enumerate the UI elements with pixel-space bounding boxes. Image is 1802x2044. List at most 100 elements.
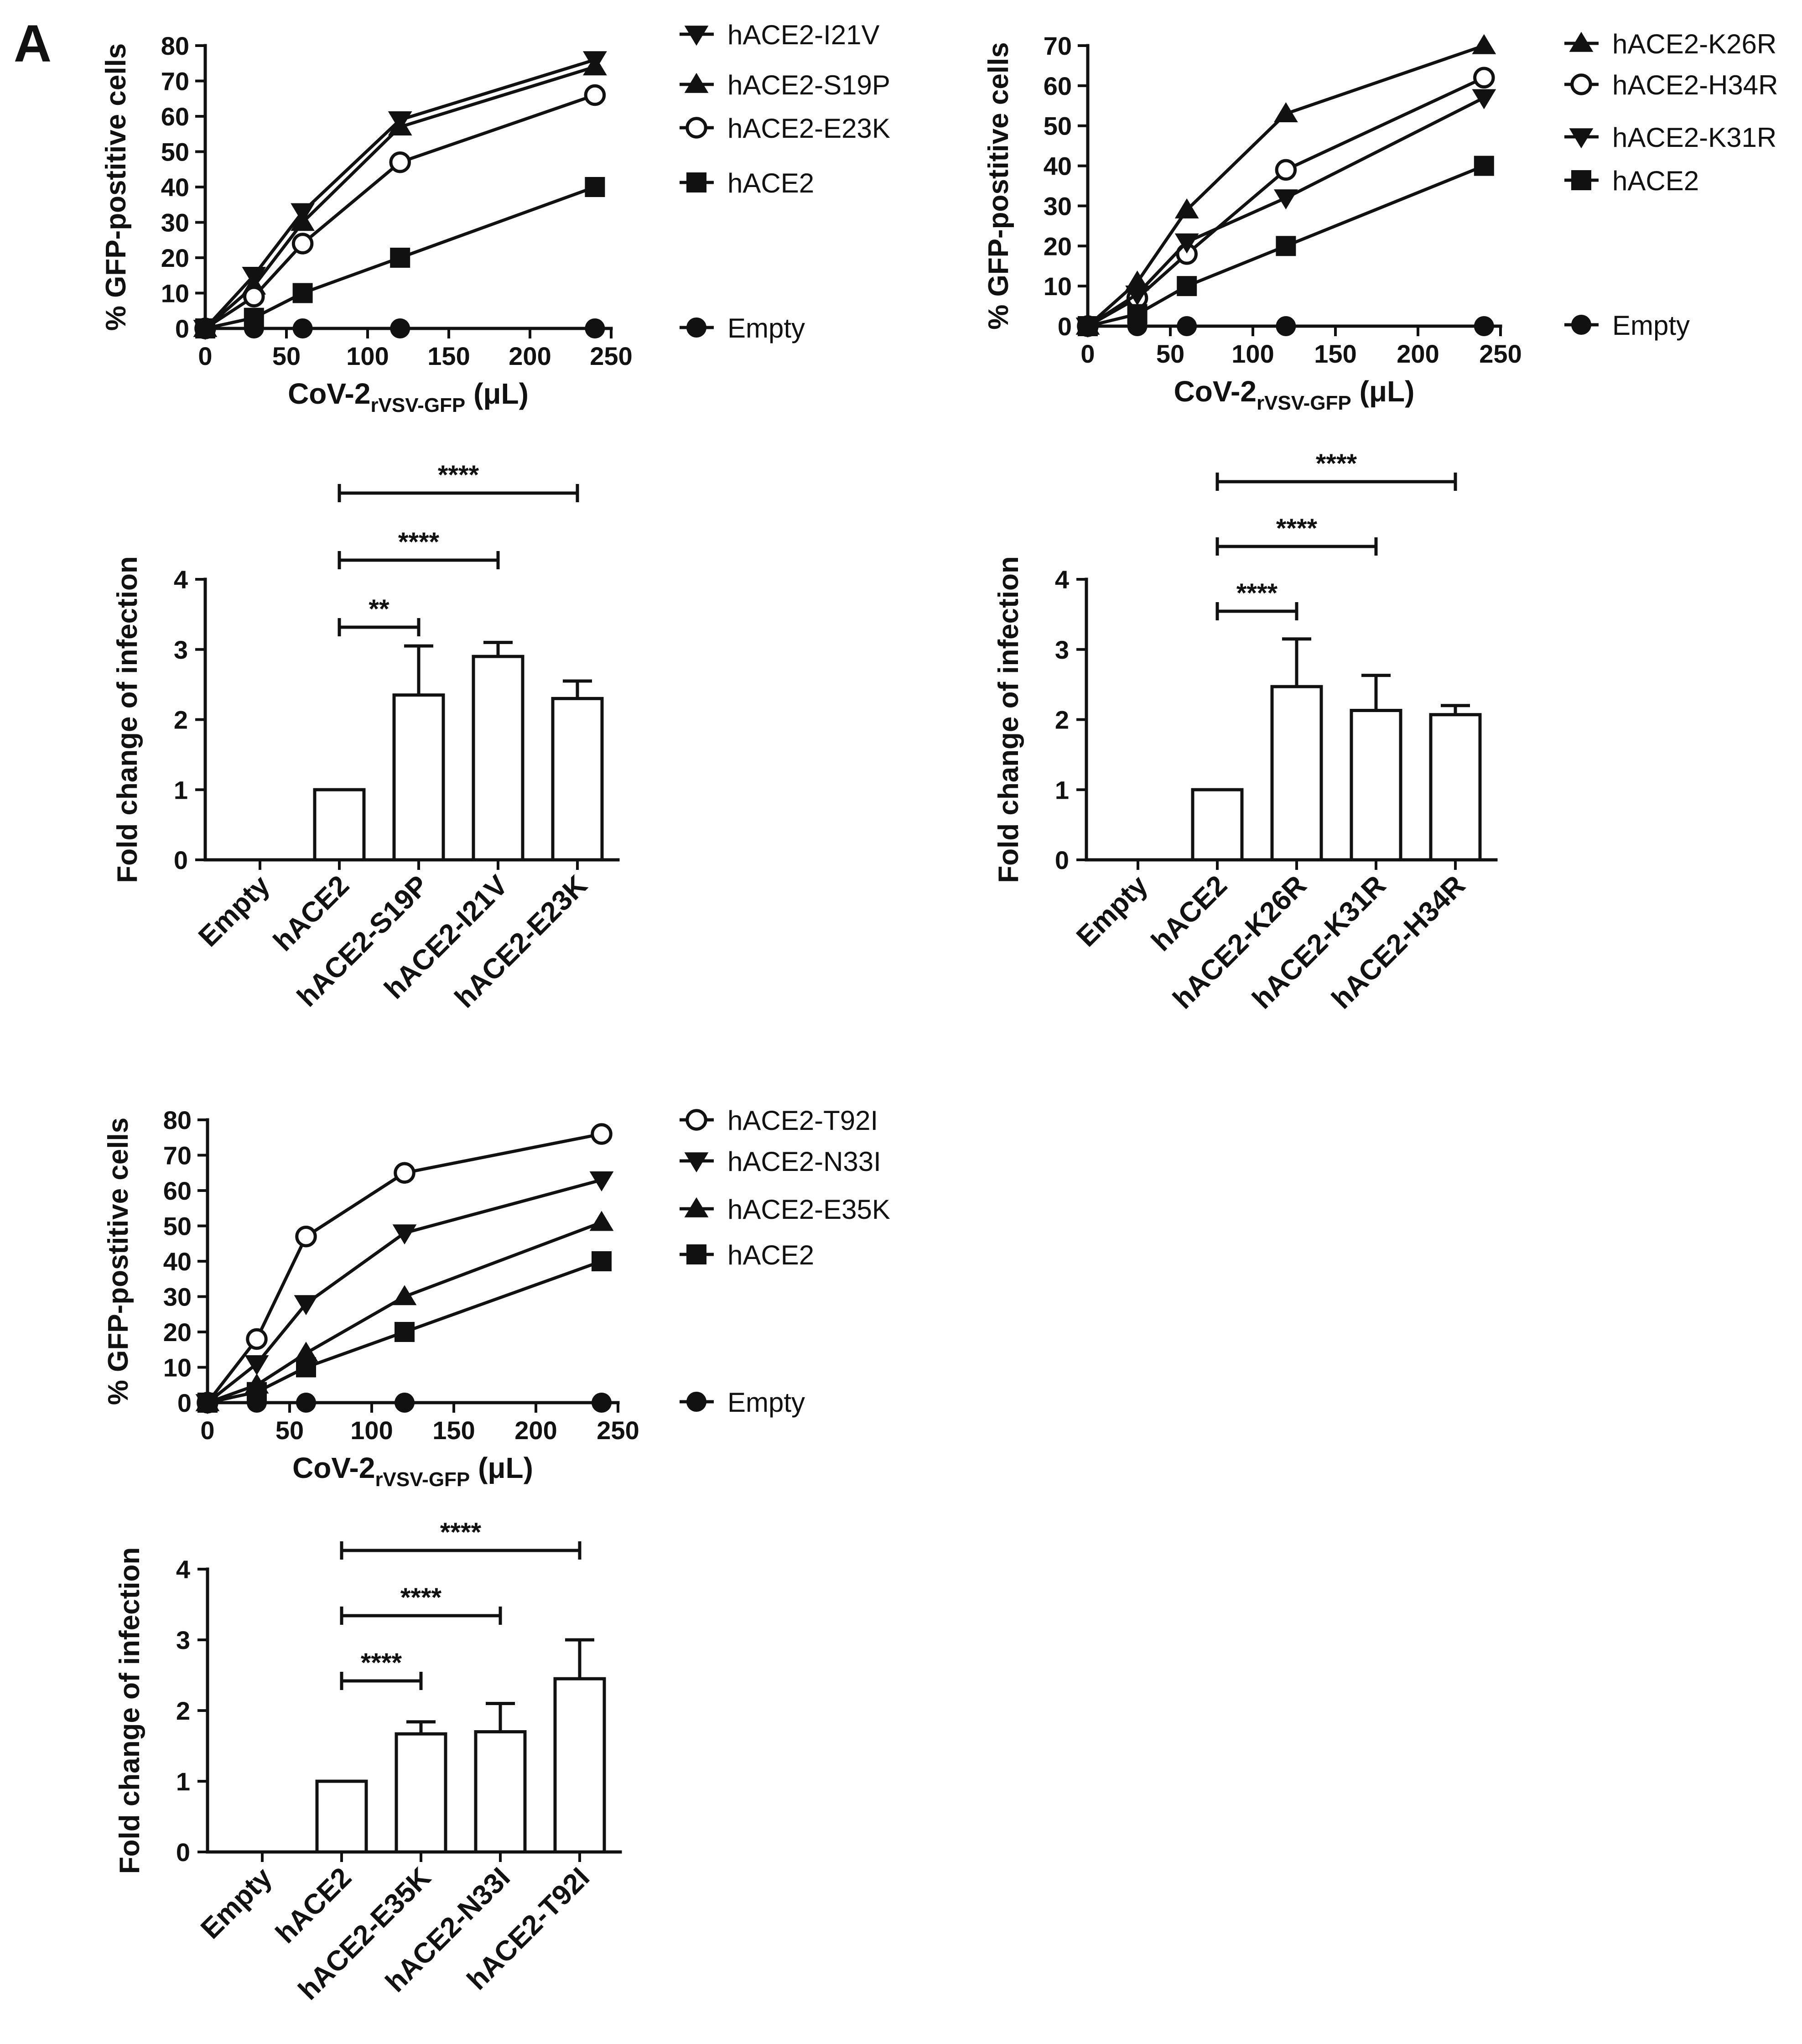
legend-label: hACE2-H34R [1612, 70, 1778, 100]
legend-label: Empty [1612, 310, 1690, 341]
data-point [1276, 236, 1296, 256]
y-tick-label: 2 [1055, 706, 1069, 734]
x-tick-label: 200 [514, 1416, 557, 1445]
data-point [1174, 233, 1199, 254]
significance-label: **** [400, 1583, 442, 1612]
x-tick-label: 150 [432, 1416, 475, 1445]
bar-hACE2-T92I [553, 1677, 606, 1854]
y-tick-label: 0 [175, 314, 189, 343]
y-tick-label: 60 [1044, 72, 1072, 100]
y-axis-label: % GFP-postitive cells [100, 43, 132, 331]
y-tick-label: 0 [177, 1389, 192, 1417]
series-Empty: Empty [1078, 310, 1690, 341]
data-point [591, 1123, 613, 1145]
data-point [1177, 316, 1197, 336]
x-tick-label: 100 [346, 342, 389, 370]
bar-hACE2-N33I [474, 1730, 527, 1854]
x-tick-label: 250 [590, 342, 632, 370]
y-tick-label: 50 [163, 1212, 192, 1241]
data-point [1127, 316, 1148, 336]
y-tick-label: 70 [1044, 31, 1072, 60]
series-hACE2: hACE2 [197, 1240, 814, 1413]
y-tick-label: 30 [163, 1283, 192, 1311]
legend-marker [1571, 315, 1591, 335]
legend-marker [1571, 170, 1591, 190]
y-tick-label: 0 [1055, 846, 1069, 874]
y-tick-label: 4 [176, 1555, 190, 1584]
data-point [1474, 156, 1494, 176]
x-tick-label: 0 [198, 342, 212, 370]
y-tick-label: 70 [161, 67, 189, 96]
y-tick-label: 50 [161, 138, 189, 166]
data-point [585, 318, 605, 338]
data-point [395, 1393, 415, 1413]
data-point [1472, 89, 1496, 109]
y-tick-label: 0 [176, 1838, 190, 1867]
y-axis-label: % GFP-postitive cells [103, 1118, 134, 1405]
series-hACE2-K26R: hACE2-K26R [1075, 29, 1776, 335]
series-line [1087, 96, 1485, 328]
data-point [1274, 102, 1298, 123]
x-tick-label: 150 [427, 342, 470, 370]
y-axis-label: Fold change of infection [112, 556, 143, 883]
data-point [1078, 316, 1098, 336]
line-chart-2: 0 10 20 30 40 50 60 70 0 50 100 150 200 250 % GFP-post… [983, 29, 1778, 414]
legend-label: hACE2-E23K [727, 113, 890, 144]
data-point [296, 1393, 316, 1413]
y-tick-label: 50 [1044, 112, 1072, 140]
data-point [197, 1393, 218, 1413]
x-tick-label: 250 [597, 1416, 639, 1445]
series-Empty: Empty [197, 1387, 805, 1418]
data-point [585, 177, 605, 197]
x-tick-label: 50 [272, 342, 301, 370]
panel-letter: A [14, 15, 52, 73]
legend-marker [684, 1152, 709, 1173]
data-point [392, 1285, 417, 1305]
bar-hACE2 [313, 788, 366, 862]
y-tick-label: 60 [161, 102, 189, 131]
y-tick-label: 40 [163, 1247, 192, 1276]
x-tick-label: 0 [200, 1416, 214, 1445]
bar-hACE2-E35K [395, 1732, 447, 1854]
bar-hACE2 [1191, 788, 1244, 862]
data-point [295, 1226, 317, 1248]
data-point [291, 233, 314, 255]
y-tick-label: 2 [176, 1696, 190, 1725]
legend-label: hACE2-S19P [727, 70, 890, 100]
data-point [1276, 316, 1296, 336]
data-point [389, 151, 411, 173]
bar-hACE2-K26R [1270, 685, 1323, 862]
significance-label: **** [1276, 514, 1318, 543]
x-tick-label: 50 [1156, 339, 1184, 368]
legend-marker [684, 73, 709, 93]
x-tick-label: 150 [1314, 339, 1356, 368]
data-point [395, 1322, 415, 1342]
data-point [1472, 34, 1496, 54]
line-chart-1: 0 10 20 30 40 50 60 70 80 0 50 100 150 200 250 % GFP-po… [100, 20, 890, 416]
y-tick-label: 20 [163, 1318, 192, 1347]
x-tick-label: Empty [1070, 869, 1154, 953]
data-point [294, 1295, 318, 1316]
legend-marker [1570, 73, 1592, 95]
bar-hACE2-H34R [1429, 713, 1482, 862]
bar-hACE2-E23K [551, 697, 604, 862]
data-point [390, 318, 410, 338]
series-line [204, 65, 596, 330]
data-point [589, 1171, 614, 1192]
x-tick-label: 250 [1479, 339, 1522, 368]
x-axis-label: CoV-2rVSV-GFP (μL) [1174, 375, 1415, 414]
legend-marker [1569, 31, 1594, 52]
legend-marker [686, 317, 706, 338]
bar-hACE2-K31R [1350, 709, 1402, 862]
data-point [247, 1393, 267, 1413]
x-tick-label: 200 [1397, 339, 1439, 368]
x-tick-label: Empty [192, 869, 276, 953]
y-tick-label: 4 [174, 565, 188, 594]
y-tick-label: 20 [1044, 232, 1072, 260]
data-point [1125, 286, 1149, 306]
y-tick-label: 30 [1044, 192, 1072, 220]
legend-label: hACE2-I21V [727, 20, 880, 50]
y-tick-label: 10 [163, 1353, 192, 1382]
